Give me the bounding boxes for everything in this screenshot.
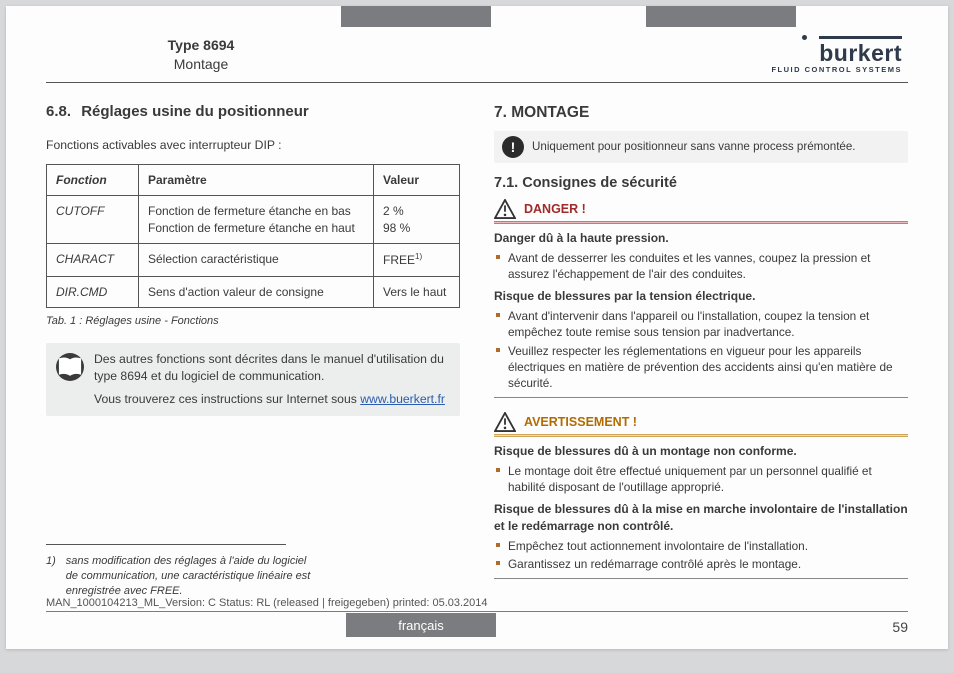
section-title: MONTAGE — [511, 104, 589, 121]
scope-note-text: Uniquement pour positionneur sans vanne … — [532, 139, 856, 155]
brand-logo: burkert FLUID CONTROL SYSTEMS — [771, 36, 908, 74]
cell-val: 2 % 98 % — [374, 196, 460, 244]
doc-id-line: MAN_1000104213_ML_Version: C Status: RL … — [46, 597, 908, 612]
cell-fn: DIR.CMD — [47, 276, 139, 308]
info-line1: Des autres fonctions sont décrites dans … — [94, 351, 450, 385]
cell-param: Sélection caractéristique — [139, 244, 374, 277]
info-line2-wrap: Vous trouverez ces instructions sur Inte… — [94, 391, 450, 408]
th-fonction: Fonction — [47, 164, 139, 196]
page-footer: MAN_1000104213_ML_Version: C Status: RL … — [46, 597, 908, 631]
info-note: Des autres fonctions sont décrites dans … — [46, 343, 460, 415]
cell-param: Fonction de fermeture étanche en bas Fon… — [139, 196, 374, 244]
footnote-num: 1) — [46, 554, 56, 600]
val-text: FREE — [383, 253, 415, 267]
page-header: Type 8694 Montage burkert FLUID CONTROL … — [46, 27, 908, 83]
scope-note: ! Uniquement pour positionneur sans vann… — [494, 131, 908, 163]
warning-triangle-icon — [494, 199, 516, 219]
danger-head: DANGER ! — [494, 199, 908, 219]
header-title-block: Type 8694 Montage — [46, 36, 356, 74]
page: Type 8694 Montage burkert FLUID CONTROL … — [6, 6, 948, 649]
avert-list-1: Le montage doit être effectué uniquement… — [494, 463, 908, 496]
subsection-number: 7.1. — [494, 175, 518, 191]
right-column: 7. MONTAGE ! Uniquement pour positionneu… — [494, 94, 908, 589]
list-item: Empêchez tout actionnement involontaire … — [494, 538, 908, 554]
content-columns: 6.8. Réglages usine du positionneur Fonc… — [46, 94, 908, 589]
doc-type: Type 8694 — [46, 36, 356, 55]
th-parametre: Paramètre — [139, 164, 374, 196]
footnote-text: sans modification des réglages à l'aide … — [66, 554, 319, 600]
avert-bar — [494, 434, 908, 437]
top-tabs — [6, 6, 948, 27]
danger-close-rule — [494, 397, 908, 398]
list-item: Le montage doit être effectué uniquement… — [494, 463, 908, 496]
danger-list-2: Avant d'intervenir dans l'appareil ou l'… — [494, 308, 908, 391]
footnote-ref: 1) — [415, 252, 422, 261]
warning-triangle-icon — [494, 412, 516, 432]
avert-block: AVERTISSEMENT ! Risque de blessures dû à… — [494, 412, 908, 579]
cell-val: Vers le haut — [374, 276, 460, 308]
logo-dot-icon — [802, 35, 807, 40]
section-title: Réglages usine du positionneur — [81, 103, 309, 120]
avert-close-rule — [494, 578, 908, 579]
danger-h2: Risque de blessures par la tension élect… — [494, 288, 908, 305]
doc-subtitle: Montage — [46, 55, 356, 74]
section-number: 6.8. — [46, 103, 71, 120]
top-tab-left — [341, 6, 491, 27]
cell-fn: CHARACT — [47, 244, 139, 277]
cell-param: Sens d'action valeur de consigne — [139, 276, 374, 308]
cell-val: FREE1) — [374, 244, 460, 277]
dip-intro: Fonctions activables avec interrupteur D… — [46, 137, 460, 154]
logo-text: burkert — [819, 36, 902, 67]
exclamation-icon: ! — [502, 136, 524, 158]
subsection-title: Consignes de sécurité — [522, 175, 677, 191]
list-item: Avant de desserrer les conduites et les … — [494, 250, 908, 283]
avert-h1: Risque de blessures dû à un montage non … — [494, 443, 908, 460]
danger-label: DANGER ! — [524, 201, 586, 218]
danger-h1: Danger dû à la haute pression. — [494, 230, 908, 247]
info-line2: Vous trouverez ces instructions sur Inte… — [94, 392, 360, 406]
language-tab: français — [346, 613, 496, 637]
avert-list-2: Empêchez tout actionnement involontaire … — [494, 538, 908, 573]
avert-label: AVERTISSEMENT ! — [524, 414, 637, 431]
danger-block: DANGER ! Danger dû à la haute pression. … — [494, 199, 908, 398]
avert-head: AVERTISSEMENT ! — [494, 412, 908, 432]
avert-h2: Risque de blessures dû à la mise en marc… — [494, 501, 908, 534]
section-number: 7. — [494, 104, 507, 121]
table-row: DIR.CMD Sens d'action valeur de consigne… — [47, 276, 460, 308]
list-item: Veuillez respecter les réglementations e… — [494, 343, 908, 392]
buerkert-link[interactable]: www.buerkert.fr — [360, 392, 445, 406]
top-tab-right — [646, 6, 796, 27]
danger-bar — [494, 221, 908, 224]
section-6-8-heading: 6.8. Réglages usine du positionneur — [46, 102, 460, 123]
logo-tagline: FLUID CONTROL SYSTEMS — [771, 65, 902, 74]
th-valeur: Valeur — [374, 164, 460, 196]
footnote: 1) sans modification des réglages à l'ai… — [46, 554, 319, 600]
section-7-heading: 7. MONTAGE — [494, 102, 908, 123]
left-column: 6.8. Réglages usine du positionneur Fonc… — [46, 94, 460, 589]
table-body: CUTOFF Fonction de fermeture étanche en … — [47, 196, 460, 308]
cell-fn: CUTOFF — [47, 196, 139, 244]
table-row: CHARACT Sélection caractéristique FREE1) — [47, 244, 460, 277]
footnote-rule — [46, 544, 286, 545]
danger-list-1: Avant de desserrer les conduites et les … — [494, 250, 908, 283]
page-number: 59 — [892, 619, 908, 635]
info-text: Des autres fonctions sont décrites dans … — [94, 351, 450, 407]
manual-icon — [56, 353, 84, 381]
section-7-1-heading: 7.1. Consignes de sécurité — [494, 173, 908, 193]
table-header-row: Fonction Paramètre Valeur — [47, 164, 460, 196]
params-table: Fonction Paramètre Valeur CUTOFF Fonctio… — [46, 164, 460, 309]
list-item: Garantissez un redémarrage contrôlé aprè… — [494, 556, 908, 572]
list-item: Avant d'intervenir dans l'appareil ou l'… — [494, 308, 908, 341]
table-row: CUTOFF Fonction de fermeture étanche en … — [47, 196, 460, 244]
table-caption: Tab. 1 : Réglages usine - Fonctions — [46, 314, 460, 329]
